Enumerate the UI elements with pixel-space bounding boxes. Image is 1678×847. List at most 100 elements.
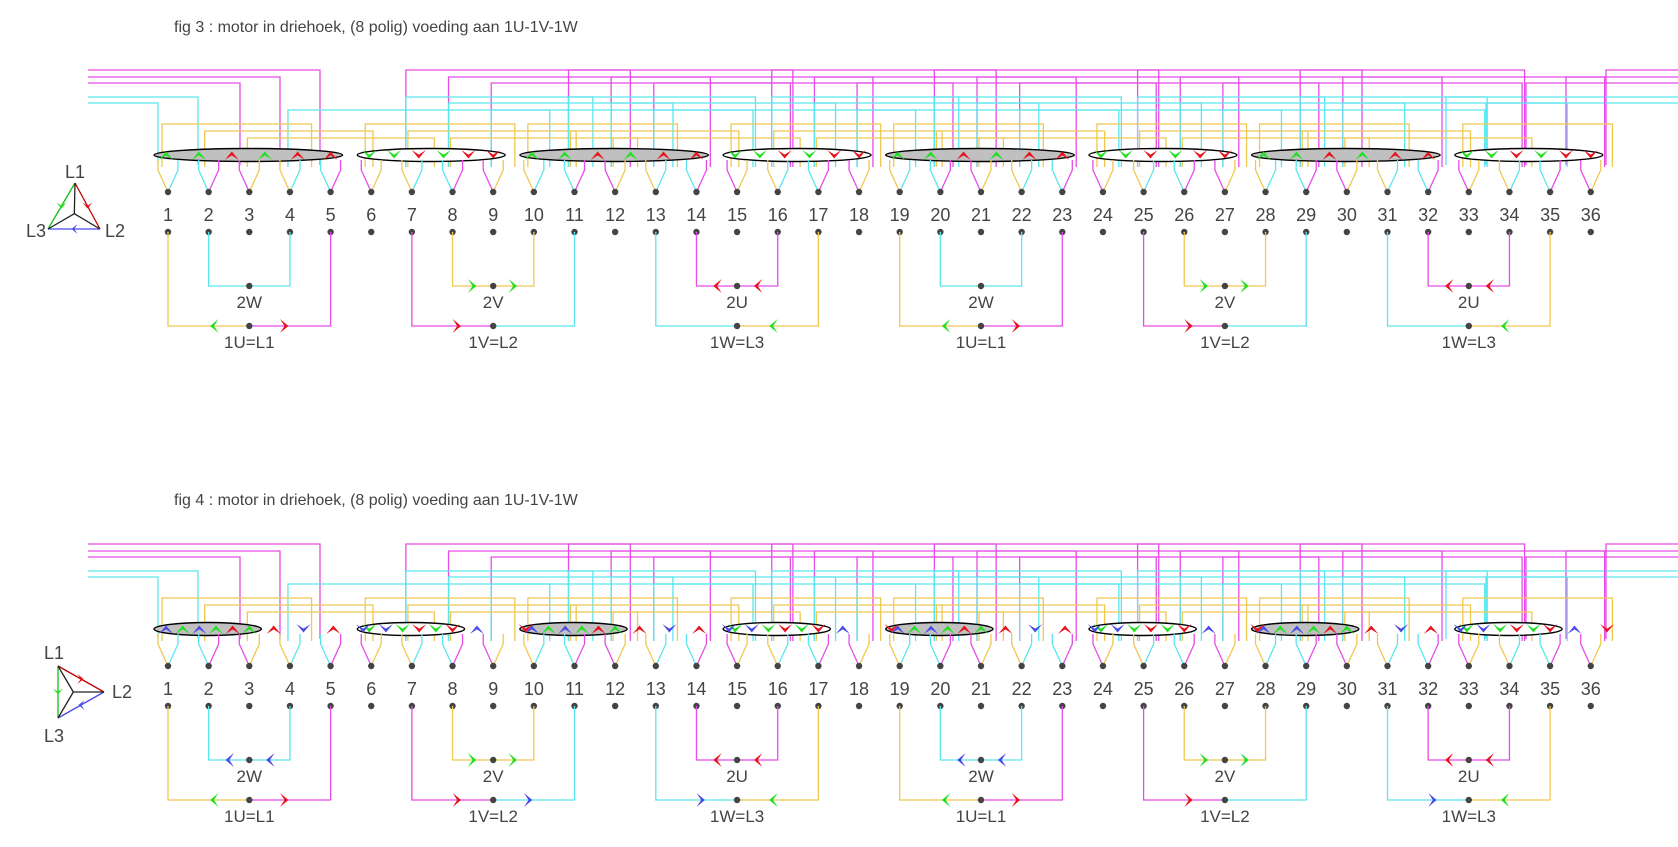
top-terminal-dot [1506,188,1513,196]
top-terminal-dot [205,188,212,196]
outer-wire-right [493,232,576,327]
connection-group: 2V 1V=L2 [1142,706,1307,826]
coil-lead [411,160,423,193]
inner-label: 2U [726,293,748,312]
slot-number: 10 [524,205,544,225]
red-left-arrow-icon [713,753,722,767]
red-down-arrow-icon [411,150,426,159]
coil-lead [401,160,413,193]
red-right-arrow-icon [77,674,84,684]
coil-lead [1549,160,1561,193]
triangle-spoke [47,213,75,230]
coil-ellipse [1088,147,1238,163]
coil-ellipse [356,147,506,163]
blue-down-arrow-icon [1087,624,1102,633]
slot-number: 31 [1377,679,1397,699]
green-down-arrow-icon [728,624,743,633]
red-left-arrow-icon [1444,279,1454,293]
coil-lead [1214,634,1226,667]
slot-number: 6 [366,205,376,225]
coil-lead [208,160,220,193]
slot-number: 22 [1012,679,1032,699]
top-terminal-dot [896,188,903,196]
coil-lead [1021,634,1033,667]
slot-number: 21 [971,205,991,225]
red-up-arrow-icon [1022,151,1037,160]
junction-dot [490,322,497,330]
red-down-arrow-icon [1143,150,1158,159]
red-down-arrow-icon [1543,624,1558,633]
slot-number: 18 [849,679,869,699]
outer-label: 1V=L2 [468,807,518,826]
red-down-arrow-icon [1600,624,1615,633]
feed-line [88,550,281,639]
top-terminal-dot [408,662,416,670]
slot-number: 3 [244,679,254,699]
green-down-arrow-icon [794,624,809,633]
red-down-arrow-icon [486,150,501,159]
bottom-terminal-dot [977,228,985,236]
feed-line [1565,550,1678,639]
coil-lead [1336,160,1348,193]
coil-lead [889,160,901,193]
red-right-arrow-icon [452,319,462,333]
slot-number: 34 [1499,679,1519,699]
coil-group [356,147,506,163]
inner-wire [207,232,291,287]
red-right-arrow-icon [1184,793,1193,807]
blue-right-arrow-icon [696,793,705,807]
inner-label: 2W [968,767,994,786]
inner-wire [695,706,779,761]
top-terminal-dot [1181,188,1188,196]
red-up-arrow-icon [326,625,341,634]
red-up-arrow-icon [1364,625,1379,634]
red-up-arrow-icon [1058,625,1073,634]
red-right-arrow-icon [452,793,462,807]
inner-wire [1183,232,1267,287]
coil-group [1250,147,1441,163]
feed-line [88,69,321,165]
green-up-arrow-icon [623,151,638,160]
outer-wire-right [249,232,332,327]
green-down-arrow-icon [1160,624,1175,633]
connection-group: 2V 1V=L2 [411,706,576,826]
green-down-arrow-icon [1127,624,1142,633]
red-down-arrow-icon [1509,150,1524,159]
coil-lead [573,160,586,193]
coil-lead [1539,634,1551,667]
blue-left-arrow-icon [997,753,1007,767]
bridge-wire [1136,96,1326,167]
bridge-wire [161,597,313,641]
slot-number: 24 [1093,679,1113,699]
green-up-arrow-icon [890,151,905,160]
coil-lead [1386,634,1399,667]
coil-lead [645,160,657,193]
green-down-arrow-icon [1093,150,1108,159]
junction-dot [977,796,985,804]
slot-number: 14 [686,205,706,225]
triangle-spoke [73,182,76,214]
coil-lead [889,634,901,667]
bridge-wire [1462,597,1614,641]
coil-lead [167,160,179,193]
coil-group [519,147,710,163]
top-terminal-dot [368,188,375,196]
green-down-arrow-icon [362,624,377,633]
green-up-arrow-icon [574,625,589,634]
coil-lead [533,160,545,193]
outer-wire-right [1468,706,1551,801]
bridge-wire [610,102,837,167]
red-up-arrow-icon [290,151,305,160]
junction-dot [490,796,497,804]
red-down-arrow-icon [852,150,867,159]
coil-lead [1295,634,1307,667]
outer-label: 1W=L3 [710,333,764,352]
feed-line [88,82,241,165]
green-down-arrow-icon [1493,624,1508,633]
connection-group: 2W 1U=L1 [167,706,332,826]
inner-label: 2U [1458,767,1480,786]
green-up-arrow-icon [242,625,257,634]
top-terminal-dot [490,188,497,196]
coil-group [519,621,628,637]
inner-label: 2V [1215,767,1236,786]
